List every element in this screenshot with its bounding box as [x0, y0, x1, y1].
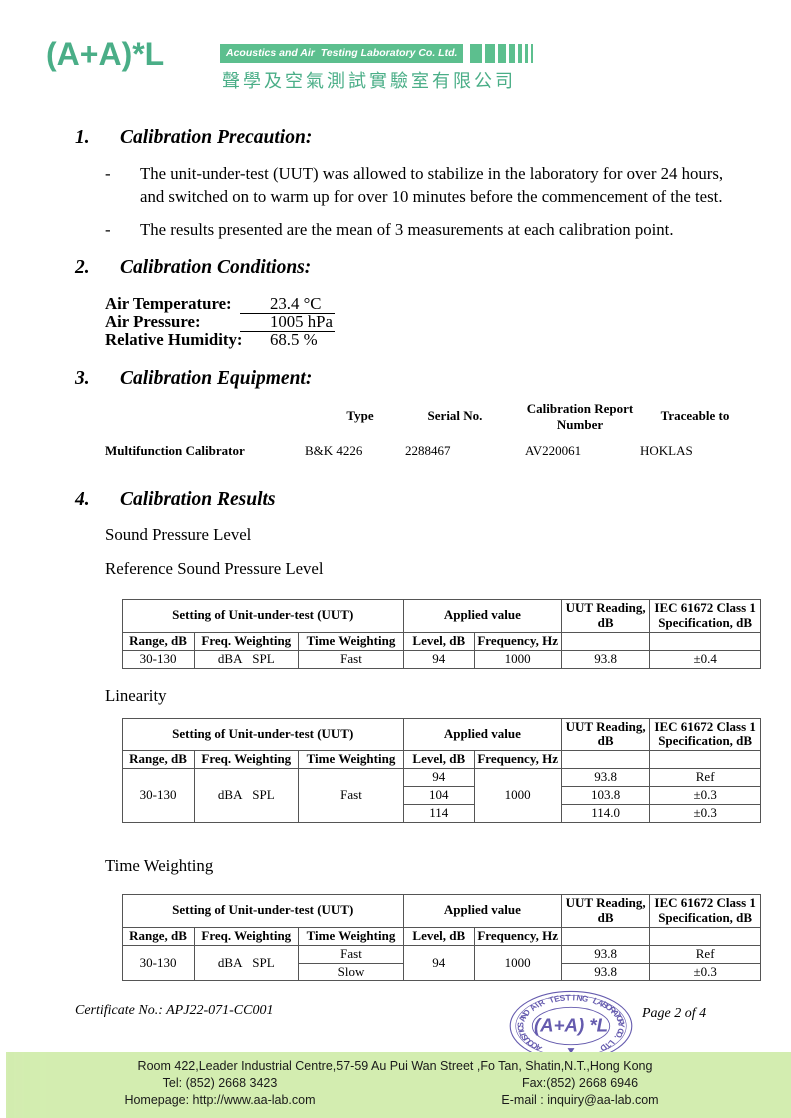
svg-text:T: T	[565, 992, 571, 1002]
svg-text:I: I	[572, 992, 575, 1002]
svg-text:(A+A) *L: (A+A) *L	[534, 1015, 608, 1036]
